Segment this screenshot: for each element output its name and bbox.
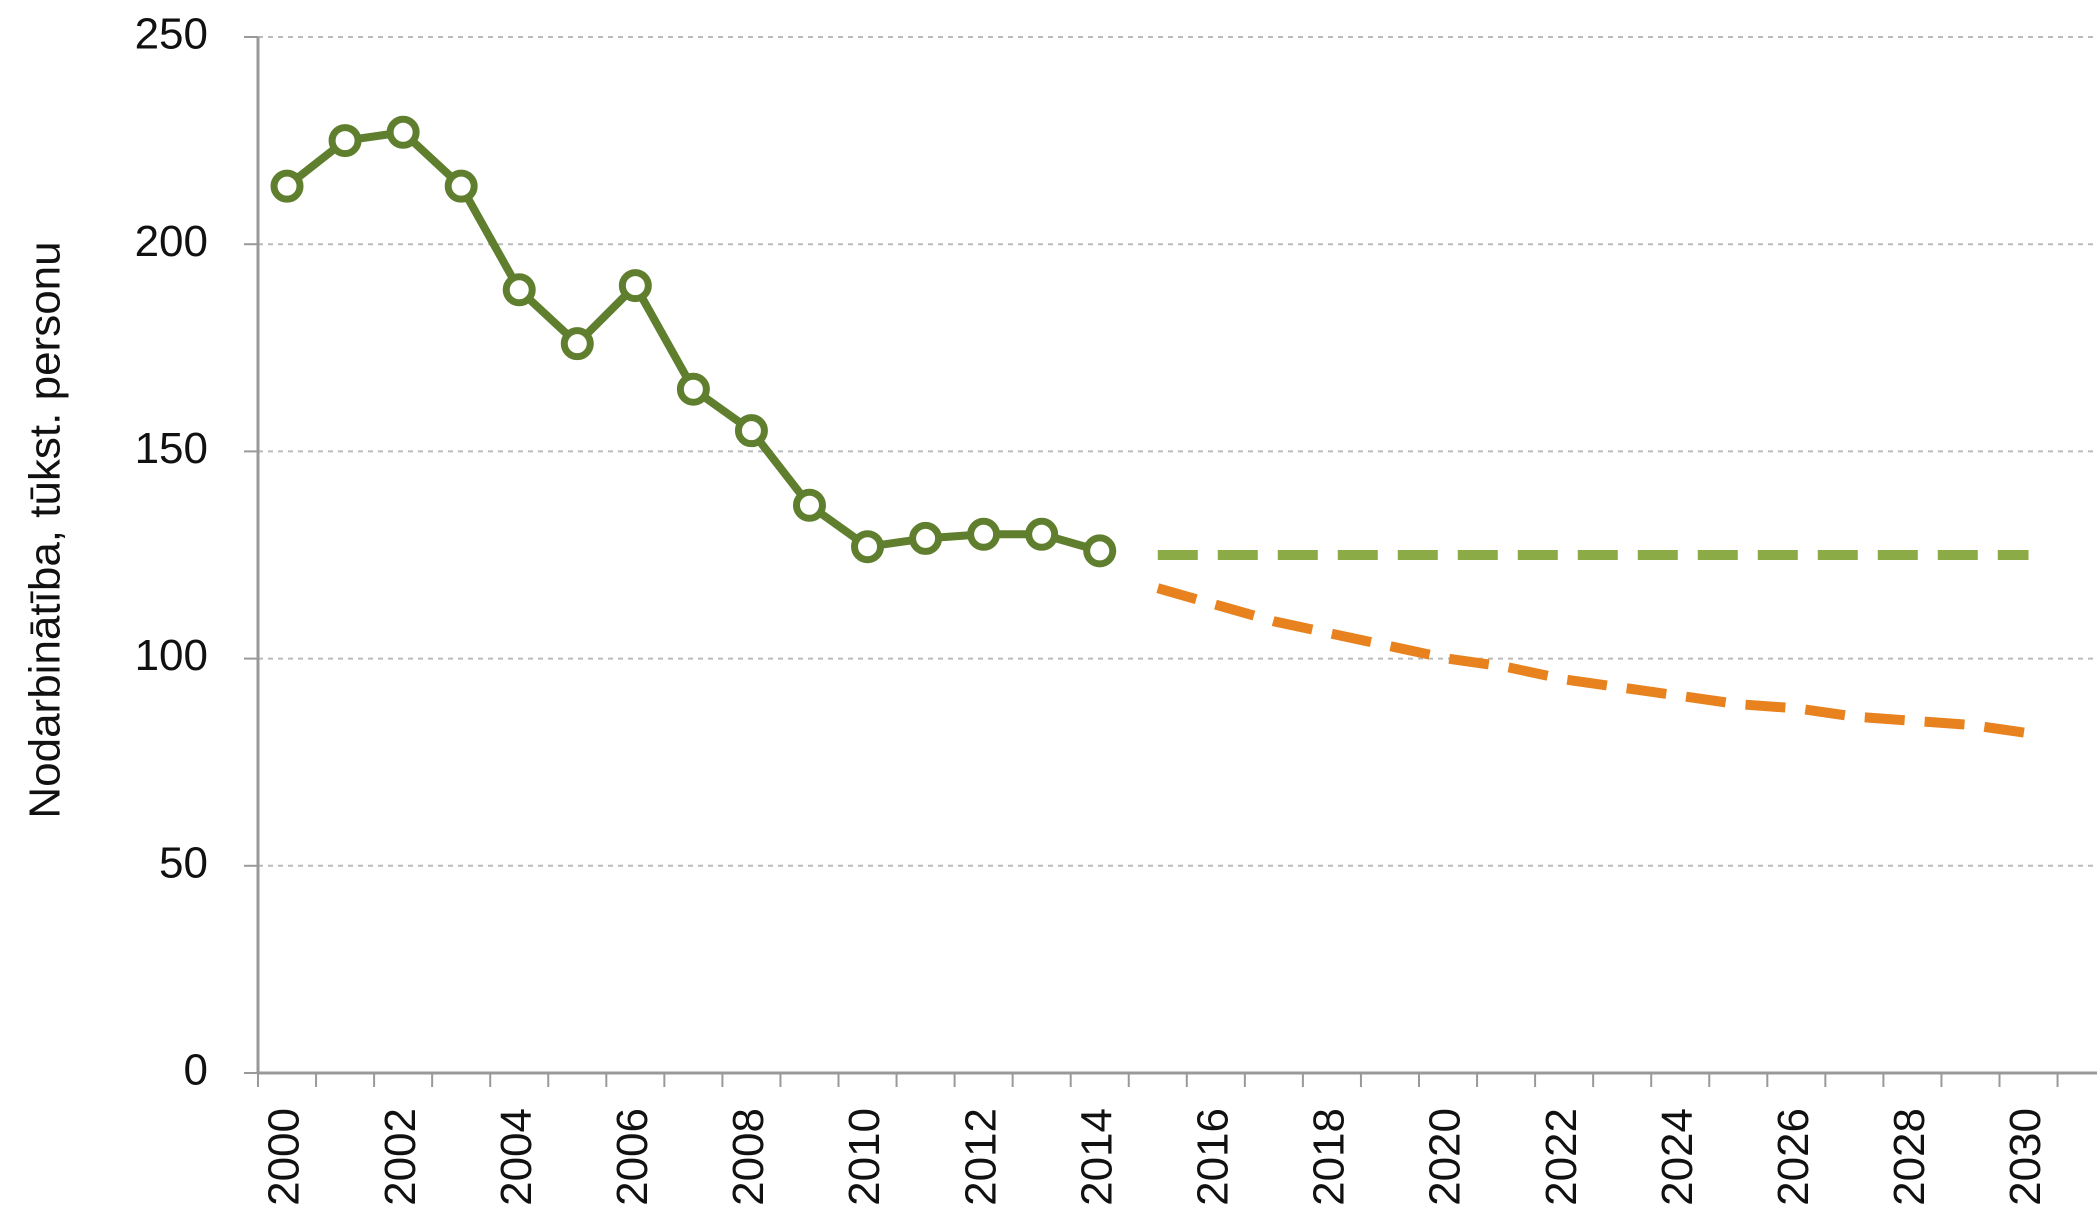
x-tick-label: 2004	[492, 1108, 541, 1206]
series-marker	[386, 115, 420, 149]
x-tick-label: 2022	[1537, 1108, 1586, 1206]
series-marker	[1025, 517, 1059, 551]
y-tick-label: 100	[135, 631, 208, 680]
series-marker	[270, 169, 304, 203]
x-tick-label: 2006	[608, 1108, 657, 1206]
x-tick-label: 2028	[1885, 1108, 1934, 1206]
series-marker	[792, 488, 826, 522]
x-tick-label: 2024	[1653, 1108, 1702, 1206]
x-tick-label: 2010	[840, 1108, 889, 1206]
x-tick-label: 2002	[376, 1108, 425, 1206]
x-tick-label: 2026	[1769, 1108, 1818, 1206]
y-tick-label: 200	[135, 217, 208, 266]
x-tick-label: 2014	[1072, 1108, 1121, 1206]
series-marker	[1083, 534, 1117, 568]
series-marker	[502, 273, 536, 307]
y-tick-label: 50	[159, 838, 208, 887]
series-marker	[444, 169, 478, 203]
x-tick-label: 2020	[1421, 1108, 1470, 1206]
series-marker	[851, 530, 885, 564]
x-tick-label: 2008	[724, 1108, 773, 1206]
series-marker	[618, 269, 652, 303]
series-marker	[967, 517, 1001, 551]
series-line	[284, 128, 1101, 555]
x-tick-label: 2000	[260, 1108, 309, 1206]
series-marker	[676, 372, 710, 406]
series-line	[1156, 583, 2030, 739]
x-tick-label: 2018	[1305, 1108, 1354, 1206]
y-tick-label: 250	[135, 10, 208, 59]
series-marker	[734, 414, 768, 448]
x-tick-label: 2030	[2001, 1108, 2050, 1206]
series-marker	[909, 521, 943, 555]
y-tick-label: 150	[135, 424, 208, 473]
x-tick-label: 2012	[956, 1108, 1005, 1206]
y-axis-label: Nodarbinātība, tūkst. personu	[21, 241, 70, 818]
y-tick-label: 0	[184, 1046, 208, 1095]
series-marker	[560, 327, 594, 361]
series-marker	[328, 124, 362, 158]
x-tick-label: 2016	[1188, 1108, 1237, 1206]
